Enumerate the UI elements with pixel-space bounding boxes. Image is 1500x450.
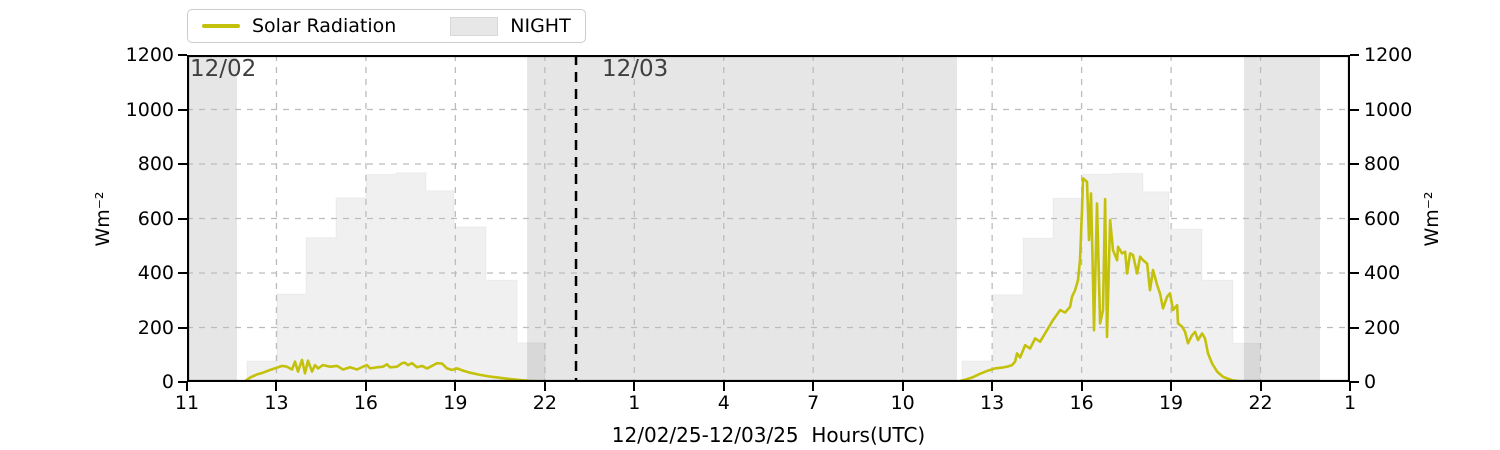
x-tick-mark: [364, 382, 367, 391]
background-step-profile: [246, 172, 546, 382]
chart-legend: Solar Radiation NIGHT: [187, 9, 586, 43]
x-tick-label: 19: [443, 392, 468, 414]
legend-label-solar-radiation: Solar Radiation: [252, 15, 397, 37]
x-tick-mark: [991, 382, 994, 391]
x-tick-label: 10: [890, 392, 915, 414]
y-tick-mark-left: [178, 108, 187, 111]
background-step-profile: [961, 173, 1261, 382]
x-tick-label: 7: [807, 392, 820, 414]
x-tick-label: 19: [1158, 392, 1184, 414]
x-tick-label: 13: [264, 392, 289, 414]
x-axis-label: 12/02/25-12/03/25 Hours(UTC): [611, 423, 926, 447]
x-tick-mark: [1349, 382, 1351, 391]
y-tick-mark-right: [1350, 163, 1359, 165]
night-patch-swatch: [450, 16, 499, 36]
x-tick-label: 1: [628, 392, 641, 414]
solar-radiation-line-swatch: [202, 24, 240, 28]
y-tick-mark-left: [178, 272, 187, 274]
x-tick-mark: [186, 382, 188, 391]
y-tick-label-left: 1000: [125, 98, 174, 121]
date-annotation-1202: 12/02: [190, 56, 257, 82]
y-tick-label-left: 400: [137, 262, 174, 284]
date-annotation-1203: 12/03: [602, 56, 669, 82]
y-tick-label-left: 200: [137, 316, 174, 339]
y-tick-label-right: 1200: [1364, 44, 1413, 66]
x-tick-label: 11: [174, 392, 200, 414]
plot-svg: [187, 55, 1350, 382]
y-tick-label-right: 1000: [1364, 98, 1413, 121]
y-tick-mark-right: [1350, 381, 1359, 383]
x-tick-mark: [454, 382, 457, 391]
x-tick-mark: [633, 382, 636, 391]
x-tick-label: 22: [532, 392, 557, 414]
y-tick-label-left: 1200: [125, 44, 174, 66]
y-tick-mark-left: [178, 163, 187, 165]
legend-label-night: NIGHT: [510, 15, 571, 37]
x-tick-mark: [1170, 382, 1173, 391]
plot-area: [187, 55, 1350, 382]
x-tick-label: 22: [1248, 392, 1273, 414]
x-tick-label: 1: [1343, 392, 1357, 414]
x-tick-mark: [1080, 382, 1083, 391]
x-tick-mark: [722, 382, 725, 391]
x-tick-mark: [1259, 382, 1262, 391]
y-tick-mark-right: [1350, 272, 1359, 274]
y-tick-mark-right: [1350, 54, 1359, 56]
y-tick-mark-right: [1350, 108, 1359, 111]
x-tick-label: 16: [353, 392, 379, 414]
solar-radiation-line: [187, 177, 1350, 382]
x-tick-mark: [543, 382, 546, 391]
y-tick-label-left: 0: [161, 371, 174, 393]
x-tick-label: 4: [717, 392, 730, 414]
x-tick-label: 13: [980, 392, 1005, 414]
y-tick-label-right: 600: [1364, 207, 1401, 230]
y-tick-mark-left: [178, 326, 187, 329]
y-tick-label-left: 800: [137, 153, 174, 175]
x-tick-label: 16: [1069, 392, 1094, 414]
x-tick-mark: [275, 382, 278, 391]
y-tick-label-left: 600: [137, 207, 174, 230]
y-tick-label-right: 200: [1364, 316, 1401, 339]
y-tick-mark-right: [1350, 217, 1359, 220]
y-tick-label-right: 0: [1364, 371, 1377, 393]
y-tick-label-right: 400: [1364, 262, 1401, 284]
y-tick-label-right: 800: [1364, 153, 1401, 175]
x-tick-mark: [812, 382, 815, 391]
y-tick-mark-left: [178, 381, 187, 383]
plot-spines: [187, 55, 1350, 382]
y-tick-mark-right: [1350, 326, 1359, 329]
y-tick-mark-left: [178, 54, 187, 56]
x-tick-mark: [901, 382, 904, 391]
y-tick-mark-left: [178, 217, 187, 220]
